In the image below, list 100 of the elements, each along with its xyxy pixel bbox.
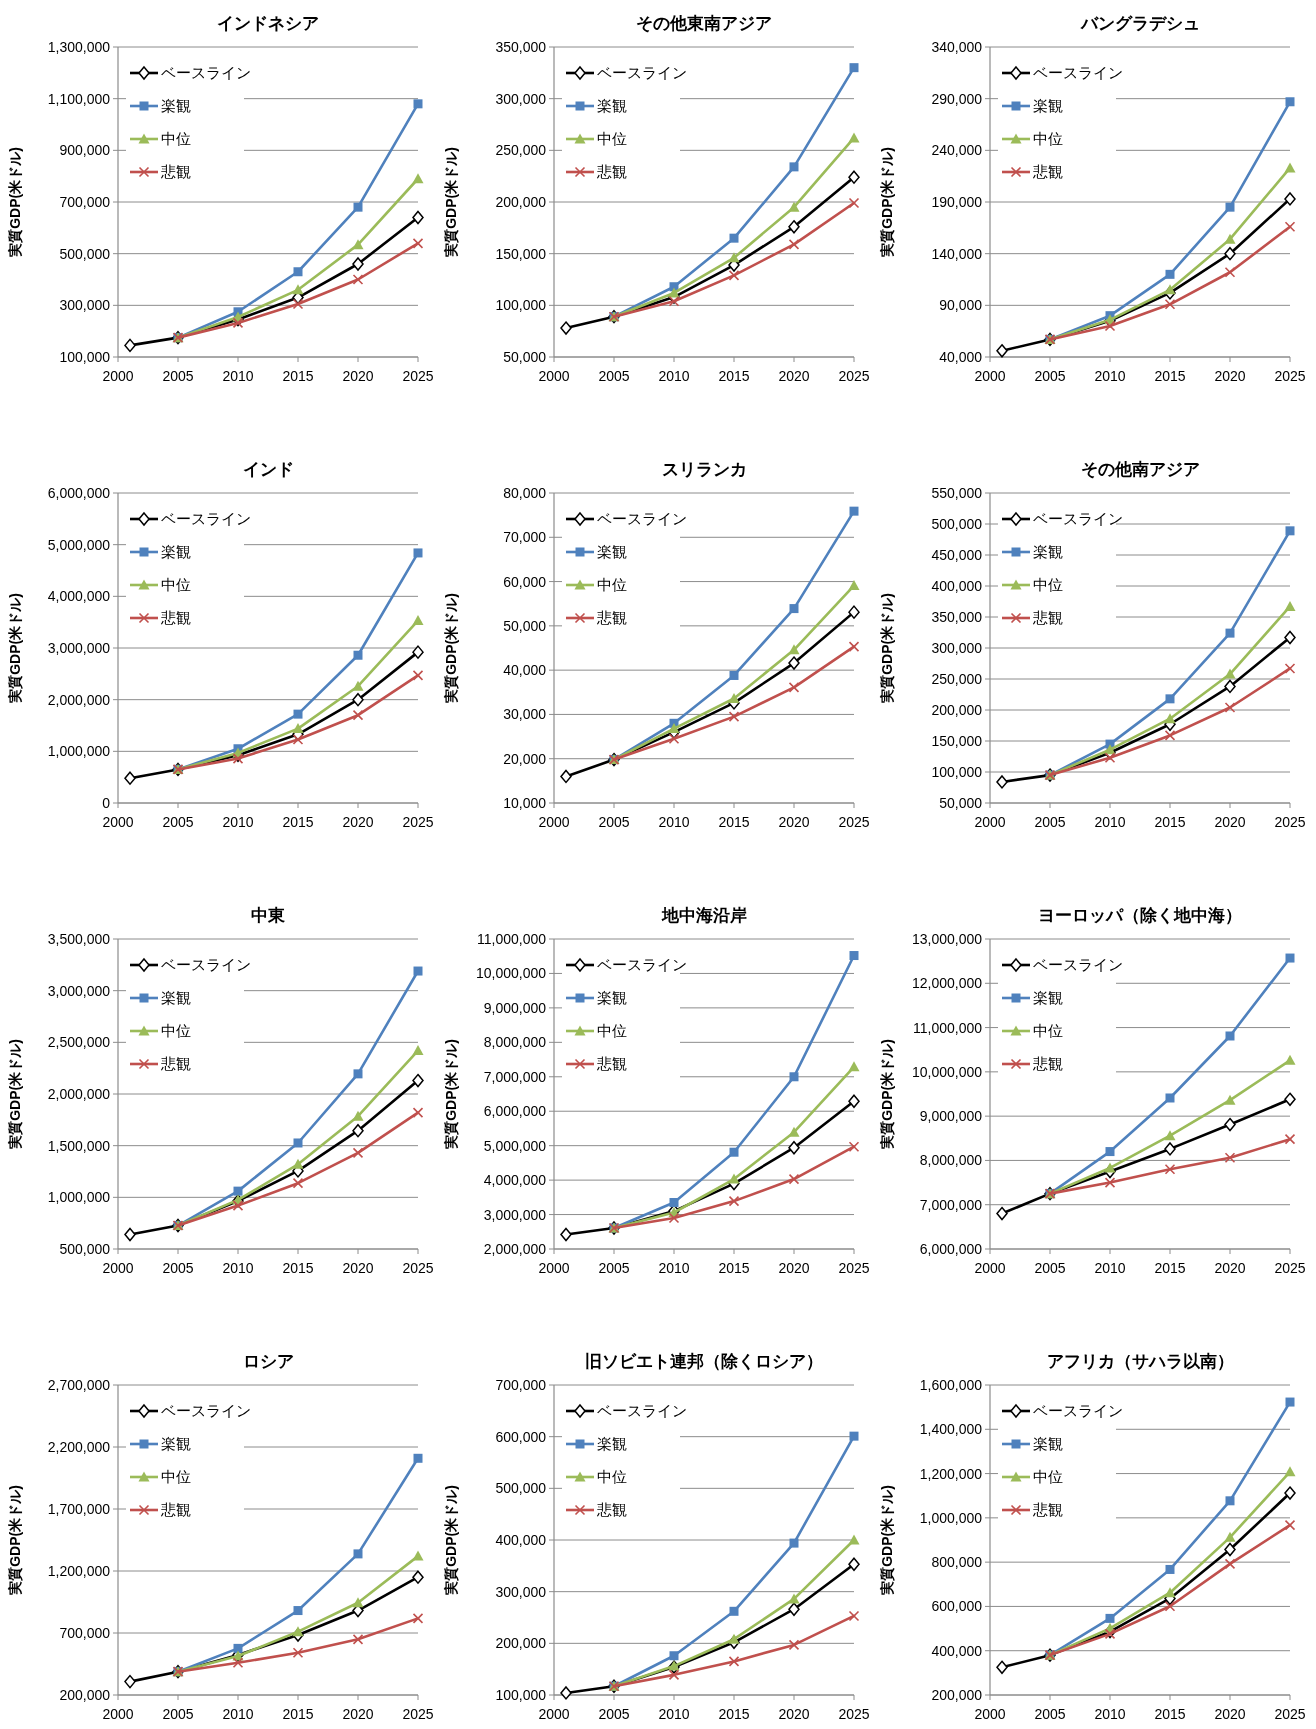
legend-label: 中位: [161, 1022, 191, 1039]
y-tick-label: 200,000: [931, 702, 983, 718]
x-tick-label: 2010: [658, 368, 690, 384]
y-tick-label: 70,000: [503, 529, 547, 546]
legend-label: 楽観: [161, 1435, 191, 1452]
y-tick-label: 40,000: [939, 349, 983, 365]
x-tick-label: 2005: [1034, 814, 1066, 830]
legend-label: 中位: [1033, 1468, 1063, 1485]
y-tick-label: 12,000,000: [911, 975, 983, 992]
x-tick-label: 2025: [1274, 814, 1306, 830]
y-tick-label: 900,000: [59, 142, 111, 159]
y-axis-title: 実質GDP(米ドル): [7, 1485, 23, 1595]
x-tick-label: 2015: [718, 368, 750, 384]
y-tick-label: 200,000: [931, 1687, 983, 1703]
x-tick-label: 2000: [538, 1260, 570, 1276]
legend-label: 中位: [161, 130, 191, 147]
y-tick-label: 4,000,000: [47, 588, 111, 605]
x-tick-label: 2010: [658, 1706, 690, 1722]
y-axis-title: 実質GDP(米ドル): [879, 1485, 895, 1595]
x-tick-label: 2015: [282, 1260, 314, 1276]
y-tick-label: 140,000: [931, 245, 983, 262]
x-tick-label: 2025: [838, 1260, 870, 1276]
legend-label: ベースライン: [597, 510, 687, 527]
y-tick-label: 2,000,000: [47, 1086, 111, 1102]
legend-label: 悲観: [596, 163, 627, 180]
chart-title: その他南アジア: [1080, 460, 1200, 479]
legend-label: 中位: [161, 1468, 191, 1485]
y-tick-label: 150,000: [931, 733, 983, 749]
y-tick-label: 400,000: [931, 578, 983, 594]
y-axis-title: 実質GDP(米ドル): [443, 1039, 459, 1149]
x-tick-label: 2005: [598, 1260, 630, 1276]
y-axis-title: 実質GDP(米ドル): [879, 147, 895, 257]
x-tick-label: 2020: [342, 814, 374, 830]
y-tick-label: 1,500,000: [47, 1137, 111, 1154]
y-tick-label: 290,000: [931, 90, 983, 107]
x-tick-label: 2005: [162, 814, 194, 830]
x-tick-label: 2005: [162, 368, 194, 384]
y-tick-label: 50,000: [939, 795, 983, 811]
x-tick-label: 2000: [974, 1260, 1006, 1276]
legend-label: 悲観: [160, 163, 191, 180]
y-tick-label: 100,000: [931, 764, 983, 780]
legend-label: ベースライン: [1033, 510, 1123, 527]
y-tick-label: 2,500,000: [47, 1034, 111, 1051]
y-tick-label: 450,000: [931, 547, 983, 563]
x-tick-label: 2010: [222, 1706, 254, 1722]
x-tick-label: 2015: [1154, 1260, 1186, 1276]
x-tick-label: 2020: [1214, 1260, 1246, 1276]
y-tick-label: 700,000: [59, 194, 111, 210]
x-tick-label: 2000: [102, 814, 134, 830]
y-tick-label: 6,000,000: [919, 1241, 983, 1257]
y-tick-label: 5,000,000: [47, 536, 111, 553]
x-tick-label: 2025: [838, 814, 870, 830]
y-tick-label: 9,000,000: [919, 1108, 983, 1125]
x-tick-label: 2000: [102, 368, 134, 384]
x-tick-label: 2010: [658, 814, 690, 830]
y-tick-label: 700,000: [59, 1625, 111, 1641]
legend-label: ベースライン: [161, 64, 251, 81]
legend-label: 楽観: [1033, 543, 1063, 560]
y-tick-label: 1,100,000: [47, 90, 111, 107]
y-tick-label: 7,000,000: [919, 1196, 983, 1213]
y-tick-label: 150,000: [495, 245, 547, 262]
chart-title: スリランカ: [661, 460, 747, 479]
y-tick-label: 400,000: [931, 1642, 983, 1659]
y-tick-label: 11,000,000: [476, 931, 547, 947]
legend-label: ベースライン: [161, 1402, 251, 1419]
y-tick-label: 90,000: [939, 297, 983, 314]
legend-label: ベースライン: [1033, 956, 1123, 973]
x-tick-label: 2020: [778, 1706, 810, 1722]
y-tick-label: 10,000: [503, 795, 547, 811]
y-tick-label: 1,700,000: [47, 1501, 111, 1517]
x-tick-label: 2025: [402, 1260, 434, 1276]
y-tick-label: 30,000: [503, 706, 547, 723]
legend-label: ベースライン: [161, 956, 251, 973]
legend-label: 楽観: [1033, 1435, 1063, 1452]
x-tick-label: 2000: [538, 1706, 570, 1722]
x-tick-label: 2005: [1034, 1706, 1066, 1722]
y-tick-label: 3,000,000: [483, 1206, 547, 1223]
x-tick-label: 2000: [538, 368, 570, 384]
legend-label: 中位: [1033, 130, 1063, 147]
chart-title: ヨーロッパ（除く地中海）: [1038, 906, 1242, 925]
y-axis-title: 実質GDP(米ドル): [7, 593, 23, 703]
legend-label: 中位: [597, 130, 627, 147]
y-tick-label: 340,000: [931, 39, 983, 55]
y-tick-label: 40,000: [503, 662, 547, 679]
y-tick-label: 250,000: [495, 142, 547, 159]
y-axis-title: 実質GDP(米ドル): [443, 1485, 459, 1595]
y-tick-label: 100,000: [59, 349, 111, 365]
x-tick-label: 2015: [718, 814, 750, 830]
y-tick-label: 2,000,000: [47, 691, 111, 708]
y-tick-label: 300,000: [931, 640, 983, 656]
x-tick-label: 2020: [1214, 1706, 1246, 1722]
y-tick-label: 2,000,000: [483, 1241, 547, 1257]
x-tick-label: 2020: [342, 368, 374, 384]
y-tick-label: 300,000: [495, 90, 547, 107]
chart-title: 旧ソビエト連邦（除くロシア）: [585, 1352, 823, 1371]
legend-label: 楽観: [597, 543, 627, 560]
y-tick-label: 20,000: [503, 750, 547, 767]
y-tick-label: 11,000,000: [912, 1019, 983, 1036]
x-tick-label: 2000: [102, 1260, 134, 1276]
y-tick-label: 50,000: [503, 617, 547, 634]
